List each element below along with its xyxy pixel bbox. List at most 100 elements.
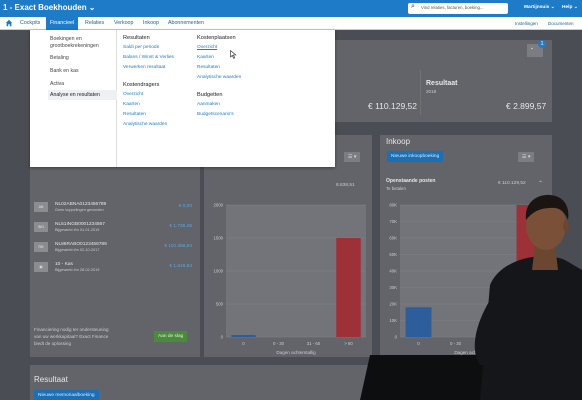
menu-boekingen[interactable]: Boekingen en bbox=[50, 36, 82, 42]
nav-instellingen[interactable]: Instellingen bbox=[515, 21, 538, 26]
resultaat-title: Resultaat bbox=[34, 375, 68, 384]
y-tick-label: 60K bbox=[389, 236, 397, 241]
inkoop-open-sub: Te betalen bbox=[386, 186, 406, 191]
inkoop-amount: € 110.129,52 bbox=[498, 181, 526, 186]
menu-link[interactable]: Overzicht bbox=[123, 92, 144, 97]
menu-bank-kas[interactable]: Bank en kas bbox=[50, 68, 79, 74]
y-tick-label: 0 bbox=[395, 335, 398, 340]
app-header: 1 - Exact Boekhouden ⌄ ⌕ Vind relaties, … bbox=[0, 0, 582, 17]
y-tick-label: 500 bbox=[216, 302, 224, 307]
menu-grootboek[interactable]: grootboekrekeningen bbox=[50, 43, 99, 49]
menu-link[interactable]: Budgetscenario's bbox=[197, 112, 234, 117]
verkoop-chart: 2000 1500 1000 500 0 0 0 - 30 31 - 60 > 60 Dagen … bbox=[213, 203, 366, 355]
menu-analyse[interactable]: Analyse en resultaten bbox=[48, 90, 117, 100]
bank-iban[interactable]: NL86RABO0123456789 bbox=[55, 242, 107, 247]
bank-logo-icon: RB bbox=[34, 242, 48, 252]
x-axis-label: Dagen achterstallig bbox=[276, 350, 316, 355]
bank-iban[interactable]: NL51INGB0001234567 bbox=[55, 222, 105, 227]
nav-abonnementen[interactable]: Abonnementen bbox=[168, 20, 204, 26]
nav-cockpits[interactable]: Cockpits bbox=[20, 20, 41, 26]
inkoop-title: Inkoop bbox=[386, 137, 411, 146]
new-inkoop-button[interactable]: Nieuwe inkoopboeking bbox=[387, 151, 444, 162]
financieel-menu: Boekingen en grootboekrekeningen Betalin… bbox=[30, 30, 335, 167]
menu-link[interactable]: Balans / Winst & Verlies bbox=[123, 55, 174, 60]
y-tick-label: 10K bbox=[389, 318, 397, 323]
bank-logo-icon: ING bbox=[34, 222, 48, 232]
kpi-value-2: € 2.899,57 bbox=[506, 101, 547, 111]
y-tick-label: 2000 bbox=[213, 203, 223, 208]
bank-amount[interactable]: € 110.368,84 bbox=[164, 244, 192, 249]
menu-link[interactable]: Kaarten bbox=[123, 102, 140, 107]
user-menu[interactable]: Martijnsuis ⌄ bbox=[524, 5, 555, 10]
y-tick-label: 50K bbox=[389, 252, 397, 257]
menu-link[interactable]: Resultaten bbox=[123, 112, 146, 117]
x-tick-label: > 60 bbox=[344, 341, 353, 346]
menu-activa[interactable]: Activa bbox=[50, 81, 65, 87]
financing-text: biedt de oplossing bbox=[34, 341, 72, 346]
y-tick-label: 20K bbox=[389, 302, 397, 307]
nav-documenten[interactable]: Documenten bbox=[548, 21, 574, 26]
y-tick-label: 1500 bbox=[213, 236, 223, 241]
apply-finance-button[interactable]: Aan de slag bbox=[154, 331, 188, 342]
bank-sub: Bijgewerkt t/m 02-10-2017 bbox=[55, 248, 100, 252]
menu-heading-resultaten: Resultaten bbox=[123, 35, 150, 41]
bank-iban[interactable]: 10 - Kas bbox=[55, 262, 73, 267]
bank-amount[interactable]: € 1.649,83 bbox=[169, 264, 192, 269]
kpi-value-1: € 110.129,52 bbox=[368, 101, 417, 111]
bank-amount[interactable]: € 1.736,25 bbox=[169, 224, 192, 229]
nav-inkoop[interactable]: Inkoop bbox=[143, 20, 159, 26]
presenter-image bbox=[360, 194, 582, 400]
menu-heading-budgetten: Budgetten bbox=[197, 92, 223, 98]
bank-sub: Geen koppelingen gevonden bbox=[55, 208, 104, 212]
divider bbox=[420, 70, 421, 115]
chevron-up-icon[interactable]: ⌃ bbox=[538, 181, 544, 187]
menu-link[interactable]: Verwerken resultaat bbox=[123, 65, 166, 70]
kpi-sub-2: 2019 bbox=[426, 89, 437, 94]
menu-heading-kostenplaatsen: Kostenplaatsen bbox=[197, 35, 236, 41]
chart-bar bbox=[336, 238, 361, 337]
nav-financieel[interactable]: Financieel bbox=[46, 17, 79, 30]
kpi-label-2: Resultaat bbox=[426, 80, 458, 87]
verkoop-options-button[interactable]: ☰ ▾ bbox=[344, 152, 361, 162]
y-tick-label: 30K bbox=[389, 285, 397, 290]
y-tick-label: 1000 bbox=[213, 269, 223, 274]
x-tick-label: 0 - 30 bbox=[273, 341, 285, 346]
menu-link[interactable]: Resultaten bbox=[197, 65, 220, 70]
inkoop-options-button[interactable]: ☰ ▾ bbox=[518, 152, 535, 162]
nav-verkoop[interactable]: Verkoop bbox=[114, 20, 134, 26]
menu-heading-kostendragers: Kostendragers bbox=[123, 82, 160, 88]
bank-iban[interactable]: NL02ABNA0123456789 bbox=[55, 202, 107, 207]
home-icon[interactable] bbox=[5, 19, 13, 27]
main-nav: Cockpits Financieel Relaties Verkoop Ink… bbox=[0, 17, 582, 30]
bank-logo-icon: ▣ bbox=[34, 262, 48, 272]
y-tick-label: 40K bbox=[389, 269, 397, 274]
menu-link[interactable]: Analytische waarden bbox=[197, 75, 242, 80]
company-switcher[interactable]: 1 - Exact Boekhouden ⌄ bbox=[3, 3, 96, 12]
x-axis-label: Dagen achterstallig bbox=[454, 350, 494, 355]
inkoop-open-label: Openstaande posten bbox=[386, 178, 436, 184]
search-box[interactable]: ⌕ Vind relaties, facturen, boeking... bbox=[408, 3, 508, 14]
bank-logo-icon: AB bbox=[34, 202, 48, 212]
menu-link[interactable]: Aanmaken bbox=[197, 102, 220, 107]
new-memoriaal-button[interactable]: Nieuwe memoriaalboeking bbox=[34, 390, 99, 400]
y-tick-label: 80K bbox=[389, 203, 397, 208]
y-tick-label: 0 bbox=[221, 335, 224, 340]
nav-relaties[interactable]: Relaties bbox=[85, 20, 105, 26]
bank-amount[interactable]: € 0,00 bbox=[178, 204, 192, 209]
search-icon: ⌕ bbox=[411, 3, 415, 10]
menu-betaling[interactable]: Betaling bbox=[50, 55, 69, 61]
financing-text: van uw werkkapitaal? Exact Finance bbox=[34, 334, 109, 339]
menu-link[interactable]: Saldi per periode bbox=[123, 45, 160, 50]
bank-card bbox=[30, 135, 200, 357]
chart-bar bbox=[231, 335, 256, 337]
help-menu[interactable]: Help ⌄ bbox=[562, 5, 578, 10]
verkoop-partial-amount: 8.838,51 bbox=[336, 183, 355, 188]
cursor-icon bbox=[230, 50, 237, 59]
y-tick-label: 70K bbox=[389, 219, 397, 224]
notification-badge: 1 bbox=[538, 40, 546, 48]
search-placeholder: Vind relaties, facturen, boeking... bbox=[421, 5, 484, 10]
menu-left-column: Boekingen en grootboekrekeningen Betalin… bbox=[30, 30, 117, 167]
menu-link-hovered[interactable]: Overzicht bbox=[197, 45, 218, 50]
menu-link[interactable]: Kaarten bbox=[197, 55, 214, 60]
menu-link[interactable]: Analytische waarden bbox=[123, 122, 168, 127]
